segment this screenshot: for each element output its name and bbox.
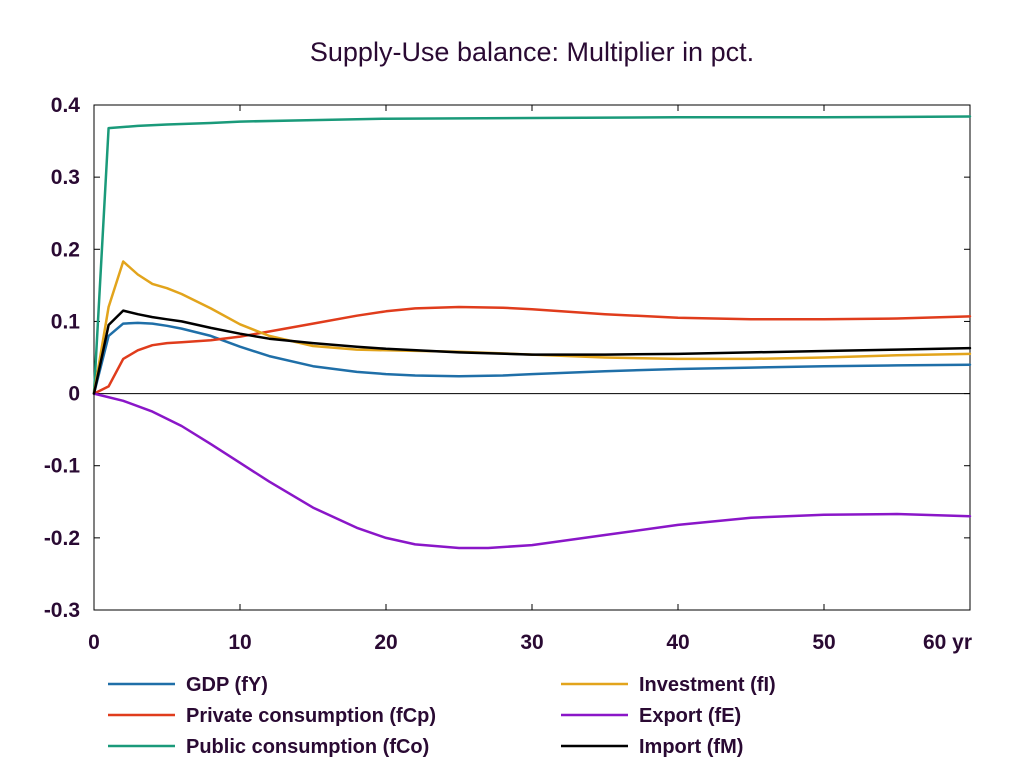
x-tick-label: 60 yr: [923, 631, 972, 654]
legend-label: Private consumption (fCp): [186, 705, 436, 727]
y-tick-label: -0.3: [44, 599, 80, 622]
series-line-5: [92, 309, 972, 395]
y-tick-label: 0: [68, 383, 80, 406]
x-tick-label: 20: [374, 631, 397, 654]
legend-label: Investment (fI): [639, 674, 776, 696]
legend-label: Export (fE): [639, 705, 741, 727]
series-line-4: [92, 392, 972, 550]
x-tick-label: 40: [666, 631, 689, 654]
y-tick-label: 0.4: [51, 94, 81, 117]
series-line-2: [92, 115, 972, 395]
x-tick-label: 0: [88, 631, 100, 654]
series-line-1: [92, 305, 972, 395]
legend-label: GDP (fY): [186, 674, 268, 696]
x-tick-label: 30: [520, 631, 543, 654]
x-tick-label: 50: [812, 631, 835, 654]
y-tick-label: 0.1: [51, 310, 81, 333]
y-tick-label: 0.3: [51, 166, 80, 189]
series-line-3: [92, 260, 972, 395]
y-tick-label: -0.2: [44, 527, 80, 550]
series-line-0: [92, 321, 972, 395]
legend-label: Public consumption (fCo): [186, 736, 429, 758]
legend-label: Import (fM): [639, 736, 743, 758]
y-tick-label: -0.1: [44, 455, 81, 478]
chart-title: Supply-Use balance: Multiplier in pct.: [310, 37, 754, 67]
y-tick-label: 0.2: [51, 238, 80, 261]
x-tick-label: 10: [228, 631, 251, 654]
